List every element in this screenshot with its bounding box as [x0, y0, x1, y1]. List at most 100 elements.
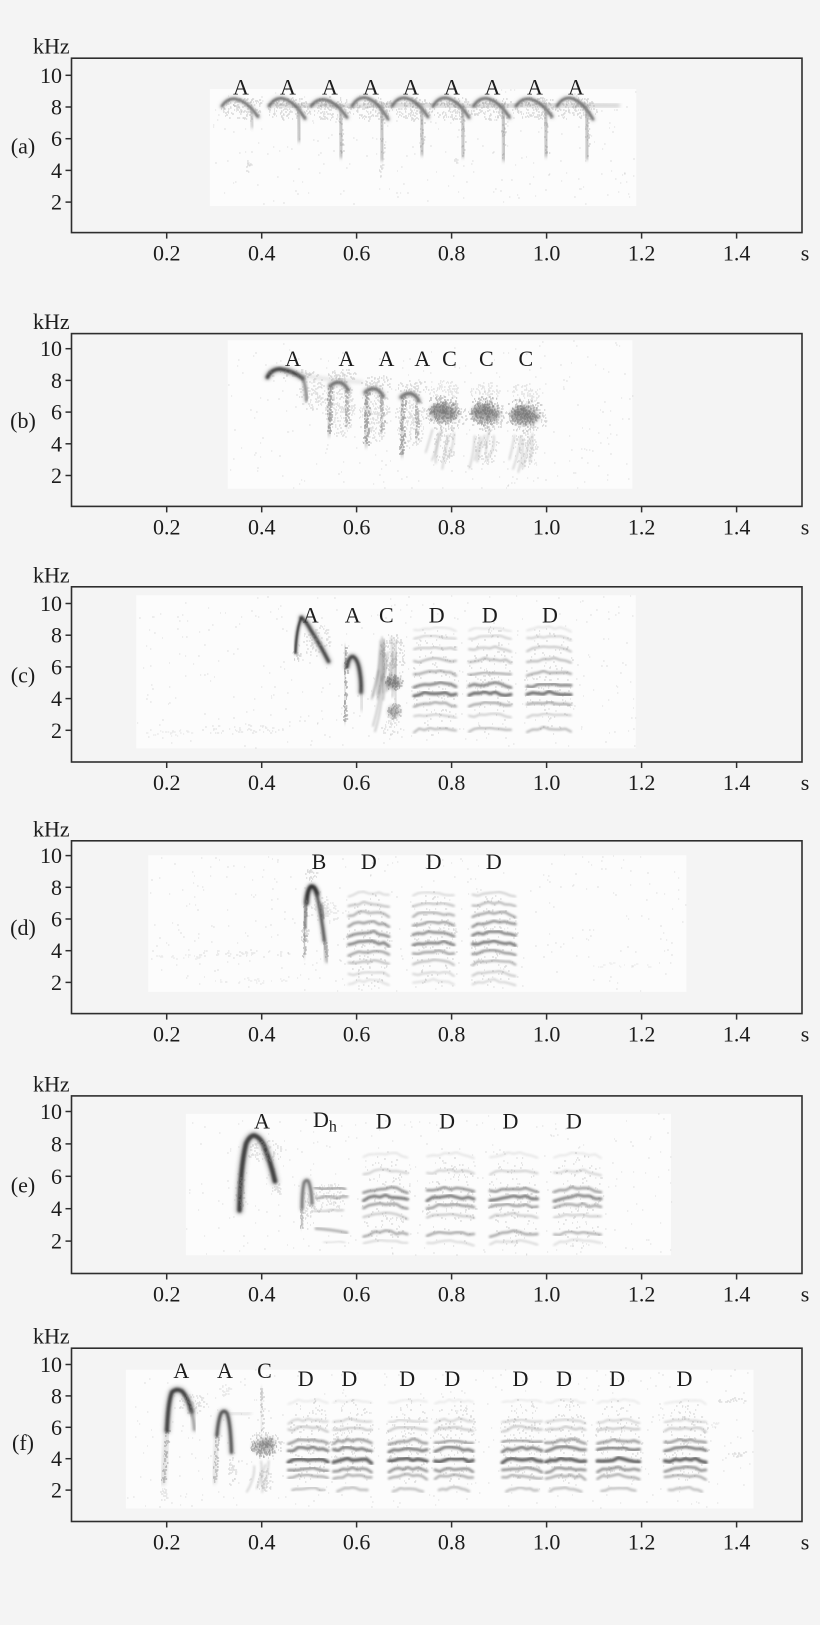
svg-text:2: 2	[51, 190, 62, 215]
svg-text:10: 10	[40, 336, 62, 361]
svg-text:A: A	[339, 346, 355, 371]
svg-text:1.4: 1.4	[723, 1022, 751, 1047]
svg-text:0.2: 0.2	[153, 514, 181, 539]
svg-text:1.0: 1.0	[533, 241, 561, 266]
svg-text:(f): (f)	[12, 1430, 34, 1455]
svg-text:D: D	[513, 1366, 529, 1391]
svg-text:kHz: kHz	[33, 1324, 70, 1349]
svg-text:0.2: 0.2	[153, 241, 181, 266]
svg-text:0.2: 0.2	[153, 1530, 181, 1555]
svg-text:1.2: 1.2	[628, 1282, 656, 1307]
svg-text:s: s	[801, 514, 810, 539]
svg-text:6: 6	[51, 654, 62, 679]
svg-text:4: 4	[51, 938, 62, 963]
svg-text:s: s	[801, 770, 810, 795]
svg-text:D: D	[399, 1366, 415, 1391]
svg-text:A: A	[322, 74, 338, 99]
svg-text:A: A	[285, 346, 301, 371]
svg-text:A: A	[403, 74, 419, 99]
svg-text:0.4: 0.4	[248, 1530, 276, 1555]
svg-text:4: 4	[51, 158, 62, 183]
svg-text:A: A	[527, 74, 543, 99]
svg-text:0.8: 0.8	[438, 514, 466, 539]
svg-text:D: D	[556, 1366, 572, 1391]
svg-text:D: D	[376, 1109, 392, 1134]
svg-text:6: 6	[51, 126, 62, 151]
svg-text:D: D	[361, 849, 377, 874]
svg-text:D: D	[444, 1366, 460, 1391]
svg-text:s: s	[801, 1530, 810, 1555]
svg-text:0.6: 0.6	[343, 1530, 371, 1555]
svg-text:1.0: 1.0	[533, 770, 561, 795]
svg-text:2: 2	[51, 1229, 62, 1254]
svg-text:8: 8	[51, 95, 62, 120]
svg-text:A: A	[363, 74, 379, 99]
svg-text:0.2: 0.2	[153, 1282, 181, 1307]
svg-text:4: 4	[51, 1196, 62, 1221]
svg-text:D: D	[482, 602, 498, 627]
svg-text:1.4: 1.4	[723, 770, 751, 795]
svg-text:C: C	[257, 1358, 272, 1383]
svg-text:0.4: 0.4	[248, 770, 276, 795]
svg-text:D: D	[503, 1109, 519, 1134]
svg-text:4: 4	[51, 1446, 62, 1471]
svg-text:8: 8	[51, 368, 62, 393]
svg-text:8: 8	[51, 1383, 62, 1408]
svg-text:1.0: 1.0	[533, 1530, 561, 1555]
svg-text:D: D	[439, 1109, 455, 1134]
svg-text:8: 8	[51, 875, 62, 900]
svg-text:1.4: 1.4	[723, 1282, 751, 1307]
svg-text:B: B	[312, 849, 327, 874]
svg-text:C: C	[479, 346, 494, 371]
svg-text:0.8: 0.8	[438, 770, 466, 795]
svg-text:6: 6	[51, 907, 62, 932]
svg-text:0.4: 0.4	[248, 1282, 276, 1307]
svg-text:1.4: 1.4	[723, 1530, 751, 1555]
svg-text:kHz: kHz	[33, 816, 70, 841]
svg-text:0.4: 0.4	[248, 514, 276, 539]
svg-text:D: D	[486, 849, 502, 874]
svg-text:(e): (e)	[11, 1173, 35, 1198]
svg-text:6: 6	[51, 400, 62, 425]
svg-text:D: D	[542, 602, 558, 627]
svg-text:C: C	[379, 602, 394, 627]
svg-text:A: A	[233, 74, 249, 99]
svg-text:kHz: kHz	[33, 309, 70, 334]
svg-text:A: A	[444, 74, 460, 99]
svg-text:0.8: 0.8	[438, 1530, 466, 1555]
svg-text:s: s	[801, 1282, 810, 1307]
svg-text:10: 10	[40, 63, 62, 88]
svg-text:1.2: 1.2	[628, 1022, 656, 1047]
svg-text:10: 10	[40, 843, 62, 868]
svg-text:6: 6	[51, 1415, 62, 1440]
svg-text:A: A	[254, 1109, 270, 1134]
svg-text:1.2: 1.2	[628, 770, 656, 795]
svg-text:A: A	[379, 346, 395, 371]
svg-text:kHz: kHz	[33, 34, 70, 59]
svg-text:0.2: 0.2	[153, 770, 181, 795]
svg-text:D: D	[426, 849, 442, 874]
svg-text:C: C	[518, 346, 533, 371]
svg-text:2: 2	[51, 1478, 62, 1503]
svg-text:10: 10	[40, 1352, 62, 1377]
svg-text:(c): (c)	[11, 662, 35, 687]
svg-text:kHz: kHz	[33, 1071, 70, 1096]
svg-text:0.6: 0.6	[343, 770, 371, 795]
svg-text:1.2: 1.2	[628, 1530, 656, 1555]
svg-text:0.2: 0.2	[153, 1022, 181, 1047]
svg-text:D: D	[429, 602, 445, 627]
svg-text:s: s	[801, 1022, 810, 1047]
svg-text:10: 10	[40, 1099, 62, 1124]
svg-text:D: D	[298, 1366, 314, 1391]
svg-text:8: 8	[51, 623, 62, 648]
svg-text:0.4: 0.4	[248, 1022, 276, 1047]
svg-text:s: s	[801, 241, 810, 266]
svg-text:A: A	[568, 74, 584, 99]
svg-text:A: A	[485, 74, 501, 99]
svg-text:8: 8	[51, 1131, 62, 1156]
svg-text:A: A	[280, 74, 296, 99]
svg-text:C: C	[442, 346, 457, 371]
svg-text:1.4: 1.4	[723, 514, 751, 539]
svg-text:10: 10	[40, 591, 62, 616]
svg-text:2: 2	[51, 970, 62, 995]
